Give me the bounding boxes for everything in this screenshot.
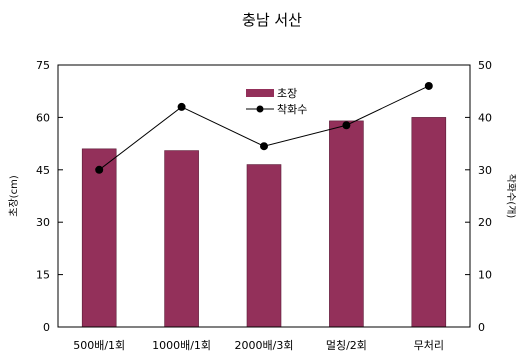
plot-area: [57, 64, 471, 328]
line-point-1: [177, 102, 186, 111]
x-tick-label-3: 멀칭/2회: [326, 339, 367, 352]
legend-bar-swatch: [246, 89, 274, 97]
y-tick-label-2: 30: [36, 216, 50, 229]
y-tick-label-0: 0: [43, 321, 50, 334]
line-point-4: [424, 81, 433, 90]
y2-tick-label-1: 10: [478, 269, 492, 282]
y2-axis-title: 착화수(개): [505, 174, 516, 219]
bar-2: [246, 164, 282, 328]
x-tick-label-4: 무처리: [414, 339, 444, 352]
y2-tick-label-5: 50: [478, 59, 492, 72]
y2-axis-ticks: 0 10 20 30 40 50: [465, 59, 492, 334]
line-point-2: [260, 142, 268, 151]
bar-1: [164, 150, 199, 328]
y2-tick-label-0: 0: [478, 321, 485, 334]
legend-line-marker: [256, 105, 264, 113]
line-point-3: [342, 121, 351, 130]
x-tick-label-0: 500배/1회: [73, 339, 125, 352]
legend: 초장 착화수: [246, 87, 307, 116]
bars: [81, 117, 447, 328]
y-axis-ticks: 0 15 30 45 60 75: [36, 59, 63, 334]
y2-tick-label-3: 30: [478, 164, 492, 177]
chart-title: 충남 서산: [242, 11, 302, 29]
legend-line-label: 착화수: [277, 103, 307, 116]
line-series: [95, 81, 433, 174]
x-axis-ticks: 500배/1회 1000배/1회 2000배/3회 멀칭/2회 무처리: [73, 339, 444, 352]
bar-4: [411, 117, 447, 328]
line-path: [98, 85, 430, 171]
y2-tick-label-4: 40: [478, 111, 492, 124]
bar-3: [329, 120, 364, 328]
bar-0: [81, 148, 117, 328]
x-tick-label-1: 1000배/1회: [152, 339, 211, 352]
legend-bar-label: 초장: [277, 87, 297, 100]
y-axis-title: 초장(cm): [8, 175, 20, 217]
y2-tick-label-2: 20: [478, 216, 492, 229]
y-tick-label-5: 75: [36, 59, 50, 72]
y-tick-label-3: 45: [36, 164, 50, 177]
line-point-0: [95, 165, 104, 174]
y-tick-label-1: 15: [36, 269, 50, 282]
x-tick-label-2: 2000배/3회: [235, 339, 294, 352]
y-tick-label-4: 60: [36, 111, 50, 124]
